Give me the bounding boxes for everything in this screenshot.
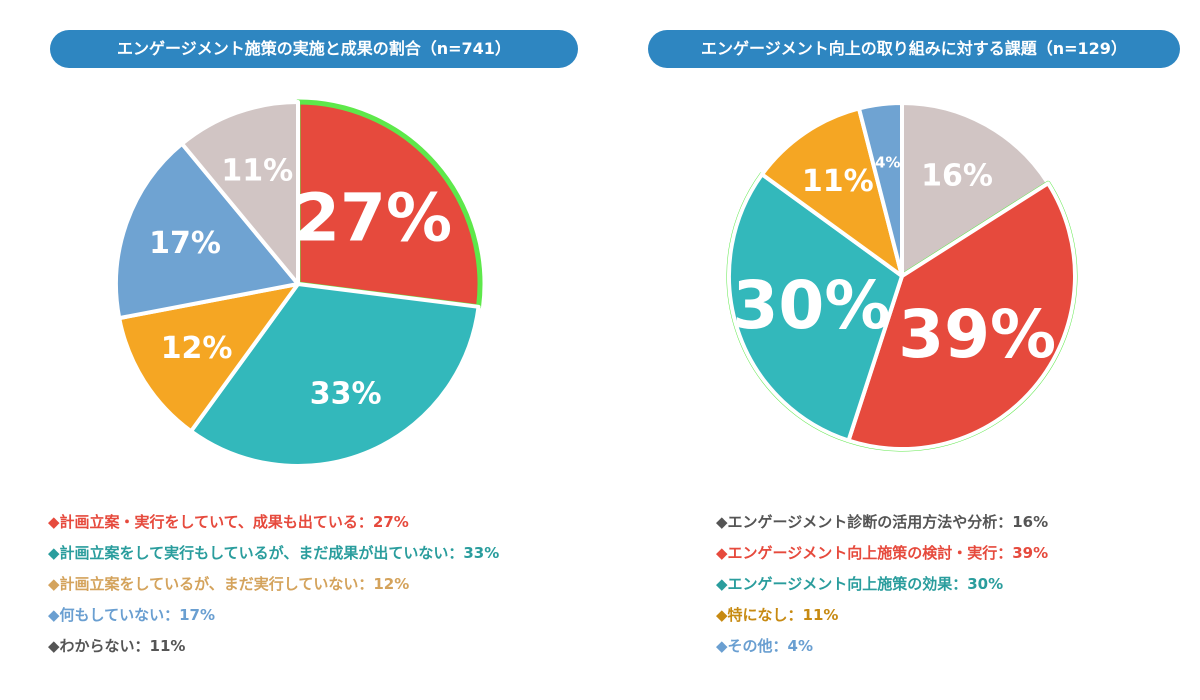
right-pie-value-label-5: 4% [875, 154, 900, 172]
right-chart-title: エンゲージメント向上の取り組みに対する課題（n=129） [648, 30, 1180, 68]
left-legend-item-1: ◆計画立案・実行をしていて、成果も出ている：27% [48, 513, 409, 531]
right-pie-value-label-4: 11% [802, 164, 874, 199]
right-legend-item-4: ◆特になし：11% [716, 606, 839, 624]
left-pie-slice-4 [114, 141, 300, 321]
right-legend-item-5: ◆その他：4% [716, 637, 814, 655]
right-pie-slice-1 [900, 101, 1051, 278]
right-pie-value-label-2: 39% [898, 296, 1056, 373]
right-legend-item-3: ◆エンゲージメント向上施策の効果：30% [716, 575, 1004, 593]
right-pie-chart: 16% 39%30% 11%4% [726, 101, 1078, 452]
right-pie-slice-2 [846, 181, 1077, 451]
left-pie-chart: 27% 33% 12% 17% 11% [114, 99, 483, 468]
left-pie-value-label-2: 33% [310, 377, 382, 412]
left-pie-slice-2 [189, 282, 481, 468]
right-legend-item-2: ◆エンゲージメント向上施策の検討・実行：39% [716, 544, 1049, 562]
right-chart-legend: ◆エンゲージメント診断の活用方法や分析：16% ◆エンゲージメント向上施策の検討・… [716, 509, 1048, 664]
right-pie-value-label-1: 16% [921, 158, 993, 193]
left-pie-highlight-1 [295, 99, 483, 310]
left-legend-item-2: ◆計画立案をして実行もしているが、まだ成果が出ていない：33% [48, 544, 500, 562]
left-pie-slice-3 [117, 282, 300, 434]
left-pie-value-label-5: 11% [221, 154, 293, 189]
left-legend-item-5: ◆わからない：11% [48, 637, 186, 655]
left-chart-legend: ◆計画立案・実行をしていて、成果も出ている：27% ◆計画立案をして実行もしている… [48, 509, 499, 664]
right-pie-value-label-3: 30% [733, 267, 891, 344]
right-pie-slice-4 [760, 106, 904, 278]
left-pie-value-label-1: 27% [294, 179, 452, 256]
right-legend-item-1: ◆エンゲージメント診断の活用方法や分析：16% [716, 513, 1049, 531]
left-pie-slice-5 [179, 100, 300, 286]
left-chart-panel: エンゲージメント施策の実施と成果の割合（n=741） 27% 33% 12% 17% 1… [48, 30, 578, 664]
right-chart-panel: エンゲージメント向上の取り組みに対する課題（n=129） 16% 39% 30% 11… [600, 0, 1200, 700]
right-pie-slice-3 [727, 172, 904, 443]
left-legend-item-4: ◆何もしていない：17% [48, 606, 215, 624]
left-chart-title: エンゲージメント施策の実施と成果の割合（n=741） [50, 30, 578, 68]
left-legend-item-3: ◆計画立案をしているが、まだ実行していない：12% [48, 575, 410, 593]
left-pie-value-label-3: 12% [161, 331, 233, 366]
right-pie-slice-5 [856, 101, 904, 278]
left-pie-value-label-4: 17% [149, 226, 221, 261]
